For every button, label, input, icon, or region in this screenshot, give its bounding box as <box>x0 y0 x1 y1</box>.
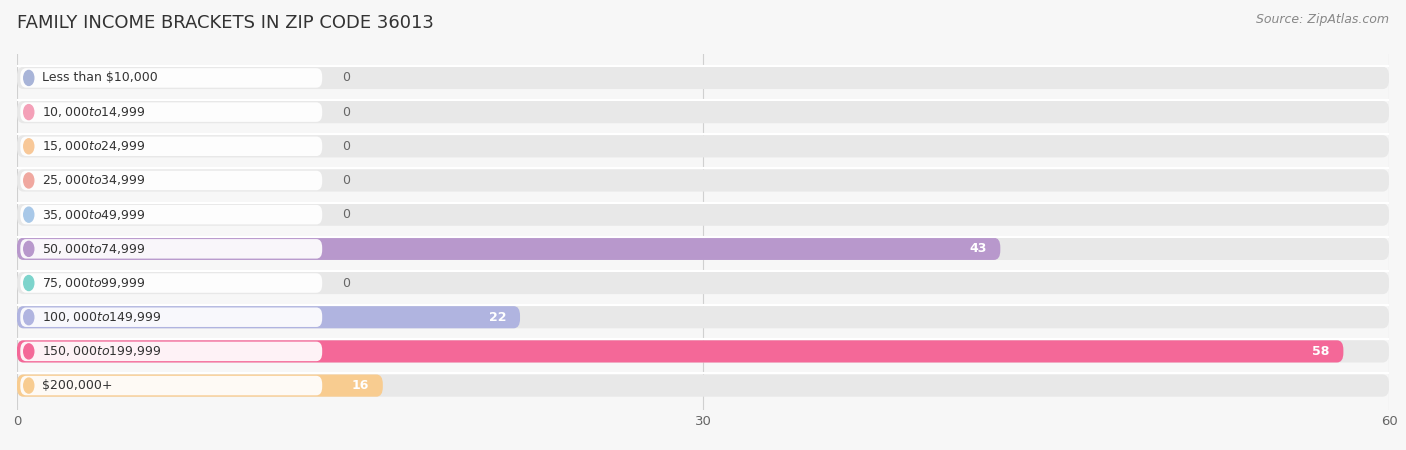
Text: 0: 0 <box>342 140 350 153</box>
Text: $25,000 to $34,999: $25,000 to $34,999 <box>42 174 145 188</box>
Text: 0: 0 <box>342 174 350 187</box>
Text: 43: 43 <box>969 243 987 255</box>
Text: Source: ZipAtlas.com: Source: ZipAtlas.com <box>1256 14 1389 27</box>
FancyBboxPatch shape <box>17 101 1389 123</box>
Text: 16: 16 <box>352 379 370 392</box>
Text: $200,000+: $200,000+ <box>42 379 112 392</box>
Text: 0: 0 <box>342 276 350 289</box>
FancyBboxPatch shape <box>20 68 322 88</box>
FancyBboxPatch shape <box>20 102 322 122</box>
Text: FAMILY INCOME BRACKETS IN ZIP CODE 36013: FAMILY INCOME BRACKETS IN ZIP CODE 36013 <box>17 14 433 32</box>
FancyBboxPatch shape <box>17 374 1389 397</box>
Text: Less than $10,000: Less than $10,000 <box>42 72 157 85</box>
Circle shape <box>24 241 34 256</box>
Text: 0: 0 <box>342 72 350 85</box>
FancyBboxPatch shape <box>20 307 322 327</box>
FancyBboxPatch shape <box>17 238 1000 260</box>
FancyBboxPatch shape <box>17 272 1389 294</box>
FancyBboxPatch shape <box>20 171 322 190</box>
Circle shape <box>24 310 34 325</box>
Text: $50,000 to $74,999: $50,000 to $74,999 <box>42 242 145 256</box>
FancyBboxPatch shape <box>17 238 1389 260</box>
FancyBboxPatch shape <box>17 340 1343 363</box>
Text: $35,000 to $49,999: $35,000 to $49,999 <box>42 207 145 222</box>
Circle shape <box>24 378 34 393</box>
Text: $150,000 to $199,999: $150,000 to $199,999 <box>42 344 162 358</box>
Circle shape <box>24 139 34 154</box>
FancyBboxPatch shape <box>20 136 322 156</box>
FancyBboxPatch shape <box>17 169 1389 192</box>
Text: $100,000 to $149,999: $100,000 to $149,999 <box>42 310 162 324</box>
FancyBboxPatch shape <box>20 273 322 293</box>
Text: 58: 58 <box>1312 345 1330 358</box>
FancyBboxPatch shape <box>17 203 1389 226</box>
Circle shape <box>24 275 34 291</box>
FancyBboxPatch shape <box>17 340 1389 363</box>
FancyBboxPatch shape <box>17 306 1389 328</box>
FancyBboxPatch shape <box>20 376 322 395</box>
Text: 22: 22 <box>489 310 506 324</box>
FancyBboxPatch shape <box>17 374 382 397</box>
FancyBboxPatch shape <box>20 205 322 225</box>
FancyBboxPatch shape <box>20 239 322 259</box>
Text: $75,000 to $99,999: $75,000 to $99,999 <box>42 276 145 290</box>
FancyBboxPatch shape <box>20 342 322 361</box>
Text: 0: 0 <box>342 106 350 119</box>
FancyBboxPatch shape <box>17 135 1389 158</box>
Circle shape <box>24 70 34 86</box>
Text: $10,000 to $14,999: $10,000 to $14,999 <box>42 105 145 119</box>
Circle shape <box>24 104 34 120</box>
Text: $15,000 to $24,999: $15,000 to $24,999 <box>42 140 145 153</box>
FancyBboxPatch shape <box>17 306 520 328</box>
Circle shape <box>24 344 34 359</box>
FancyBboxPatch shape <box>17 67 1389 89</box>
Circle shape <box>24 207 34 222</box>
Text: 0: 0 <box>342 208 350 221</box>
Circle shape <box>24 173 34 188</box>
